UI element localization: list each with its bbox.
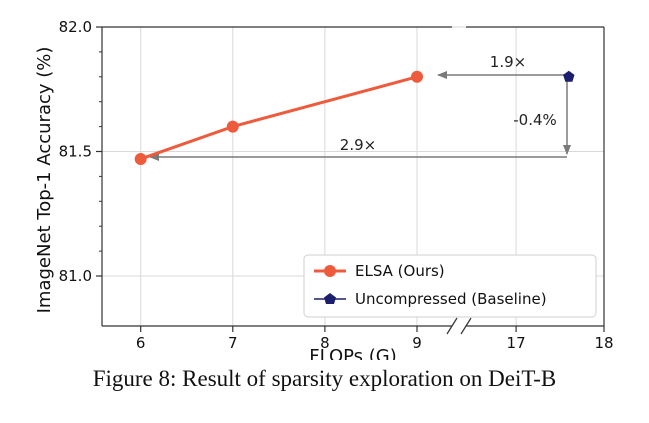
y-axis-label: ImageNet Top-1 Accuracy (%) xyxy=(34,47,55,314)
annotation-2.9x: 2.9× xyxy=(340,136,376,154)
series-layer xyxy=(134,70,575,165)
legend-marker-baseline xyxy=(324,293,336,304)
data-point xyxy=(226,120,239,133)
y-tick-label: 81.5 xyxy=(59,143,92,161)
annotation-1.9x: 1.9× xyxy=(490,53,526,71)
data-point xyxy=(134,152,147,165)
x-tick-label: 8 xyxy=(320,334,330,352)
x-tick-label: 9 xyxy=(412,334,422,352)
data-point xyxy=(563,70,575,82)
x-axis-label: FLOPs (G) xyxy=(309,346,397,360)
x-tick-label: 7 xyxy=(228,334,238,352)
chart: 81.0 81.5 82.0 6 7 8 9 17 18 1.9× -0.4% 2.9× Ima… xyxy=(34,18,614,360)
annotations: 1.9× -0.4% 2.9× xyxy=(149,53,571,161)
data-point xyxy=(411,70,423,83)
legend-label-elsa: ELSA (Ours) xyxy=(355,262,445,280)
annotation-accuracy-drop: -0.4% xyxy=(513,111,557,129)
x-tick-label: 6 xyxy=(136,334,146,352)
legend: ELSA (Ours) Uncompressed (Baseline) xyxy=(303,254,597,318)
legend-marker-elsa xyxy=(324,265,336,277)
y-tick-label: 81.0 xyxy=(59,267,92,285)
x-tick-label: 18 xyxy=(594,334,613,352)
figure-caption: Figure 8: Result of sparsity exploration… xyxy=(92,366,557,391)
x-tick-label: 17 xyxy=(507,334,526,352)
legend-label-baseline: Uncompressed (Baseline) xyxy=(355,290,547,308)
legend-box xyxy=(303,254,597,318)
axis-break-mark xyxy=(446,317,472,335)
y-tick-label: 82.0 xyxy=(59,18,92,36)
ticks: 81.0 81.5 82.0 6 7 8 9 17 18 xyxy=(59,18,614,352)
